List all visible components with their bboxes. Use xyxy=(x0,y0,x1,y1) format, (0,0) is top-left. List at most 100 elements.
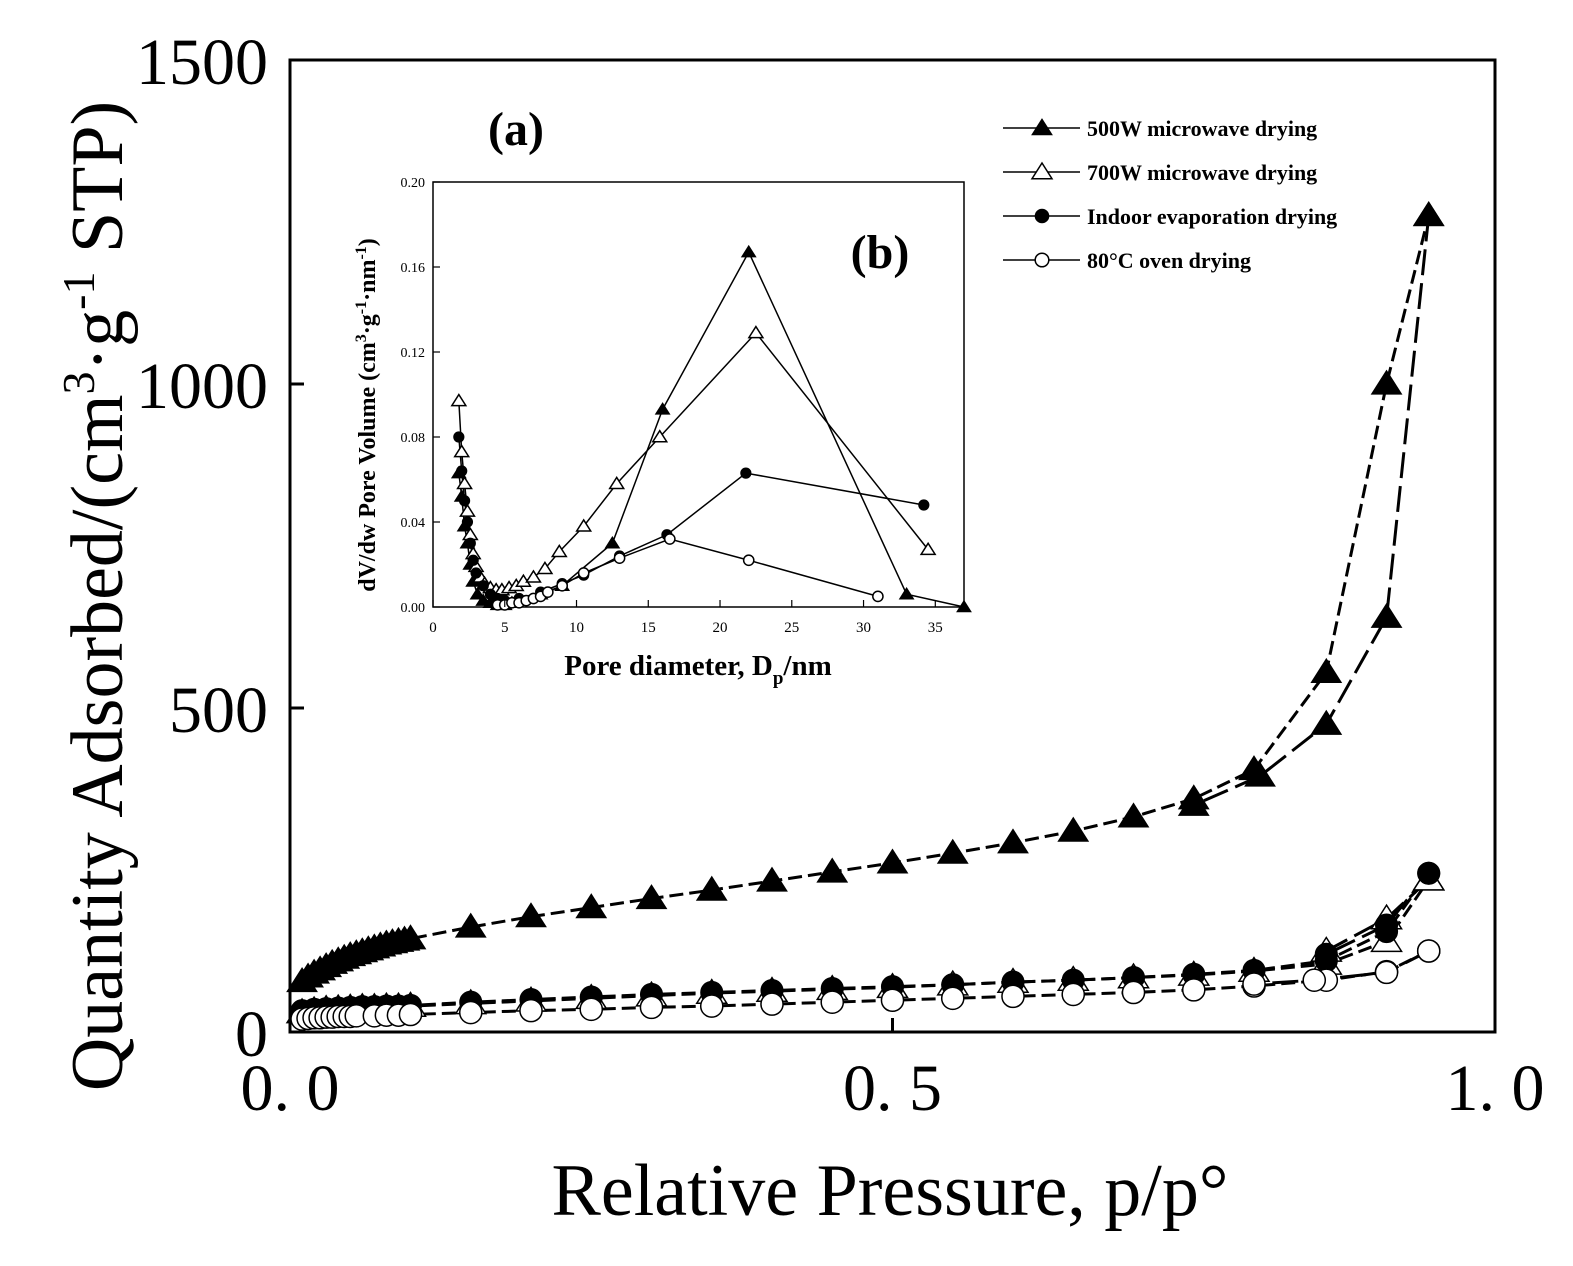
inset-80-c-oven-drying-point xyxy=(872,590,884,603)
main-indoor-evaporation-drying-desorption-point xyxy=(1314,942,1338,966)
main-y-axis-label-sup1: 3 xyxy=(53,371,104,394)
main-80-c-oven-drying-adsorption-point xyxy=(820,990,845,1014)
main-500w-microwave-drying-adsorption-point xyxy=(816,857,849,883)
inset-y-axis-label-part1: dV/dw Pore Volume (cm xyxy=(355,342,381,592)
legend-label: 700W microwave drying xyxy=(1087,160,1317,185)
main-y-axis-label-sup2: -1 xyxy=(53,271,104,309)
inset-700w-microwave-drying-point xyxy=(459,503,476,517)
inset-700w-microwave-drying-point xyxy=(456,476,473,490)
inset-y-axis-label-sup2: -1 xyxy=(353,301,370,314)
inset-700w-microwave-drying-point xyxy=(651,429,669,443)
inset-y-axis-label-sup1: 3 xyxy=(353,334,370,342)
main-500w-microwave-drying-adsorption-point xyxy=(454,912,487,938)
main-500w-microwave-drying-desorption-line xyxy=(1193,215,1431,807)
legend-item-700w-microwave-drying: 700W microwave drying xyxy=(1003,160,1317,185)
inset-700w-microwave-drying-point xyxy=(919,541,937,556)
inset-indoor-evaporation-drying-point xyxy=(453,431,465,443)
main-80-c-oven-drying-adsorption-point xyxy=(1121,980,1146,1005)
inset-y-axis-label-sup3: -1 xyxy=(353,246,370,259)
main-500w-microwave-drying-adsorption-point xyxy=(1117,802,1150,828)
legend-marker xyxy=(1034,252,1050,268)
main-80-c-oven-drying-adsorption-point xyxy=(398,1002,423,1027)
panel-label-b: (b) xyxy=(851,226,910,279)
main-y-axis-label-part3: STP) xyxy=(57,101,139,272)
inset-indoor-evaporation-drying-point xyxy=(477,580,489,592)
legend-label: 80°C oven drying xyxy=(1087,248,1251,273)
inset-indoor-evaporation-drying-point xyxy=(461,516,474,528)
legend-item-500w-microwave-drying: 500W microwave drying xyxy=(1003,116,1317,141)
inset-x-tick-label: 30 xyxy=(856,620,871,636)
inset-500w-microwave-drying-point xyxy=(654,402,671,415)
inset-x-tick-label: 5 xyxy=(501,620,509,636)
main-indoor-evaporation-drying-desorption-point xyxy=(1375,913,1399,937)
inset-x-ticks: 0 5 10 15 20 25 30 35 xyxy=(429,600,943,636)
main-500w-microwave-drying-desorption-point xyxy=(1177,790,1210,816)
main-y-axis-label: Quantity Adsorbed/(cm3·g-1 STP) xyxy=(53,101,139,1091)
legend-marker xyxy=(1030,161,1054,180)
main-500w-microwave-drying-adsorption-point xyxy=(1057,816,1090,842)
main-80-c-oven-drying-adsorption-point xyxy=(519,998,543,1023)
legend-label: 500W microwave drying xyxy=(1087,116,1317,141)
inset-x-axis-label: Pore diameter, Dp/nm xyxy=(564,650,832,689)
main-plot: 0 500 1000 1500 0. 0 0. 5 1. 0 Relative Press… xyxy=(53,26,1545,1232)
inset-80-c-oven-drying-point xyxy=(541,586,554,598)
inset-80-c-oven-drying-point xyxy=(742,554,755,567)
inset-80-c-oven-drying-point xyxy=(577,567,590,579)
inset-x-tick-label: 0 xyxy=(429,620,437,636)
inset-x-tick-label: 15 xyxy=(641,620,656,636)
main-y-tick-label: 0 xyxy=(235,998,268,1071)
legend-item-80-c-oven-drying: 80°C oven drying xyxy=(1003,248,1251,273)
main-500w-microwave-drying-adsorption-point xyxy=(876,848,909,874)
inset-x-axis-label-part2: /nm xyxy=(782,650,831,682)
main-500w-microwave-drying-adsorption-point xyxy=(1370,369,1403,395)
inset-700w-microwave-drying-point xyxy=(525,569,542,583)
inset-plot: 0.000.040.080.120.160.20 0 5 10 15 20 25 30 35 … xyxy=(353,176,972,689)
inset-700w-microwave-drying-point xyxy=(450,393,468,407)
legend-label: Indoor evaporation drying xyxy=(1087,204,1337,229)
main-y-tick-label: 1500 xyxy=(136,26,268,99)
inset-y-tick-label: 0.00 xyxy=(401,601,426,616)
main-500w-microwave-drying-adsorption-point xyxy=(635,884,668,910)
inset-80-c-oven-drying-point xyxy=(663,533,676,545)
main-80-c-oven-drying-adsorption-point xyxy=(940,986,965,1011)
inset-500w-microwave-drying-point xyxy=(956,599,972,613)
legend-marker xyxy=(1031,118,1053,136)
main-80-c-oven-drying-desorption-point xyxy=(1374,960,1399,985)
main-500w-microwave-drying-adsorption-point xyxy=(756,866,788,892)
inset-y-tick-label: 0.20 xyxy=(401,176,426,191)
main-80-c-oven-drying-desorption-point xyxy=(1302,968,1327,992)
main-500w-microwave-drying-desorption-point xyxy=(1310,709,1343,735)
main-80-c-oven-drying-adsorption-point xyxy=(1181,978,1206,1002)
main-80-c-oven-drying-adsorption-point xyxy=(1001,984,1025,1009)
inset-80-c-oven-drying-point xyxy=(556,579,569,592)
inset-x-axis-label-part1: Pore diameter, D xyxy=(564,650,773,682)
main-80-c-oven-drying-desorption-point xyxy=(1416,939,1441,963)
inset-y-axis-label-part2: ·g xyxy=(355,314,381,334)
inset-y-axis-label-part4: ) xyxy=(355,238,381,246)
main-80-c-oven-drying-adsorption-point xyxy=(579,997,604,1022)
main-500w-microwave-drying-adsorption-point xyxy=(695,875,728,901)
inset-indoor-evaporation-drying-point xyxy=(740,467,752,479)
main-x-axis-label: Relative Pressure, p/p° xyxy=(552,1150,1229,1232)
inset-y-axis-label: dV/dw Pore Volume (cm3·g-1·nm-1) xyxy=(353,238,381,592)
main-y-axis-label-part2: ·g xyxy=(57,310,139,372)
main-80-c-oven-drying-adsorption-point xyxy=(699,994,724,1018)
main-y-axis-label-part1: Quantity Adsorbed/(cm xyxy=(57,394,139,1091)
inset-700w-microwave-drying-point xyxy=(453,444,471,458)
main-x-tick-label: 1. 0 xyxy=(1446,1052,1545,1125)
main-500w-microwave-drying-desorption-point xyxy=(1244,761,1276,787)
inset-700w-microwave-drying-point xyxy=(608,476,626,490)
inset-500w-microwave-drying-point xyxy=(740,244,757,258)
main-80-c-oven-drying-desorption-line xyxy=(1253,949,1430,986)
inset-y-tick-label: 0.08 xyxy=(401,431,426,446)
inset-indoor-evaporation-drying-point xyxy=(470,567,482,579)
main-series-layer xyxy=(285,201,1446,1031)
inset-y-ticks: 0.00 0.04 0.08 0.12 0.16 0.20 xyxy=(401,176,440,616)
inset-x-tick-label: 20 xyxy=(713,620,728,636)
main-80-c-oven-drying-desorption-point xyxy=(1242,972,1266,996)
main-y-tick-label: 500 xyxy=(169,674,268,747)
main-500w-microwave-drying-adsorption-point xyxy=(394,924,427,950)
inset-700w-microwave-drying-point xyxy=(575,518,593,532)
inset-indoor-evaporation-drying-point xyxy=(458,495,471,507)
inset-x-axis-label-sub: p xyxy=(773,668,784,689)
